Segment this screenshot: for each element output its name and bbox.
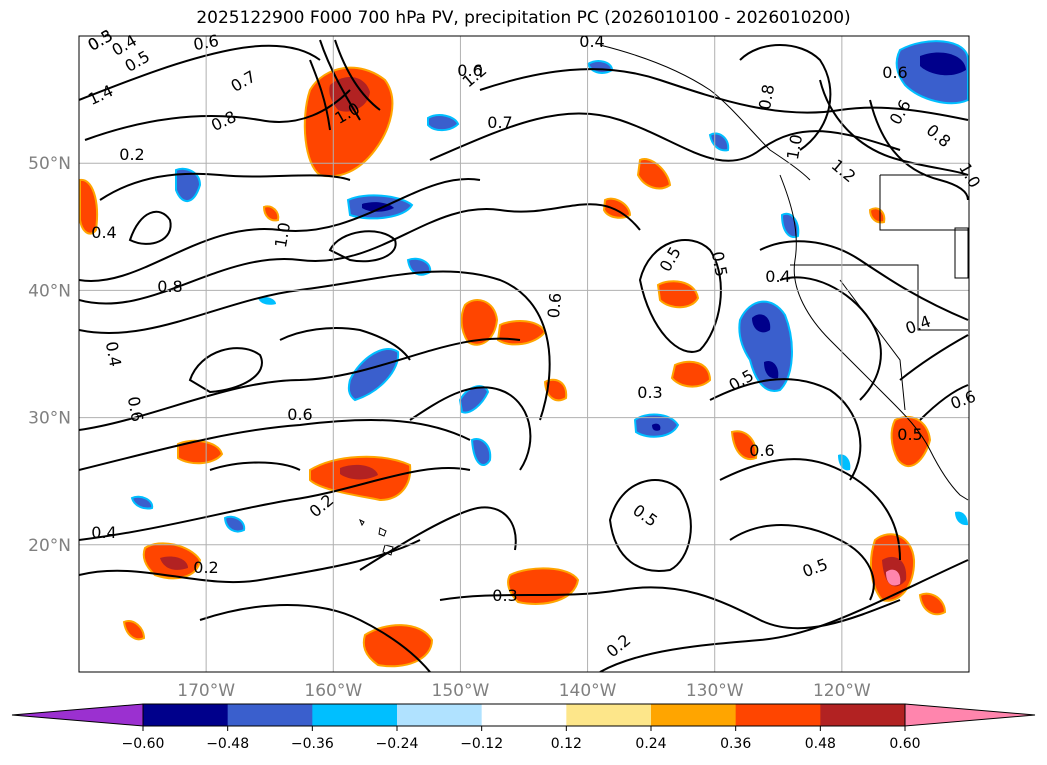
contour-label: 0.4 — [765, 267, 790, 286]
colorbar-tick-label: 0.36 — [720, 736, 751, 752]
precip-blob — [130, 495, 154, 510]
contour-label: 0.6 — [287, 405, 312, 424]
contour-label: 0.4 — [579, 32, 604, 51]
contour-label: 0.8 — [755, 83, 778, 111]
colorbar-segment — [312, 704, 398, 726]
precip-shading — [79, 40, 969, 668]
map-frame — [78, 35, 970, 673]
contour-label: 0.2 — [119, 145, 144, 164]
contour-label: 1.0 — [271, 221, 294, 249]
map-panel — [79, 36, 969, 672]
contour-label: 0.8 — [157, 277, 182, 296]
coastline — [359, 44, 969, 556]
contour-label: 0.4 — [91, 223, 116, 242]
lon-tick-label: 130°W — [686, 681, 744, 701]
precip-blob — [670, 360, 712, 388]
lat-axis-labels: 20°N 30°N 40°N 50°N — [28, 154, 71, 556]
colorbar-tick-label: 0.48 — [805, 736, 836, 752]
precip-blob — [177, 439, 224, 465]
precip-blob — [890, 415, 932, 468]
colorbar-tick-label: 0.60 — [889, 736, 920, 752]
pv-contours — [79, 39, 969, 672]
contour-label: 0.4 — [102, 340, 125, 368]
precip-blob — [955, 511, 968, 526]
colorbar-segment — [481, 704, 567, 726]
precip-blob — [262, 205, 280, 222]
precip-blob — [764, 360, 779, 379]
contour-label: 0.6 — [882, 63, 907, 82]
precip-blob — [470, 438, 492, 466]
precip-blob — [602, 197, 632, 219]
contour-label: 0.2 — [193, 558, 218, 577]
contour-label: 0.3 — [637, 383, 662, 402]
colorbar-tick-label: 0.12 — [551, 736, 582, 752]
lon-tick-label: 160°W — [304, 681, 362, 701]
colorbar-tick-label: −0.48 — [206, 736, 249, 752]
contour-label: 0.6 — [457, 61, 482, 80]
precip-blob — [362, 202, 394, 212]
precip-blob — [838, 454, 851, 471]
precip-blob — [886, 569, 901, 586]
lat-tick-label: 20°N — [28, 536, 71, 556]
precip-blob — [223, 515, 246, 533]
colorbar: −0.60 −0.48 −0.36 −0.24 −0.12 0.12 0.24 0.36 0.4… — [11, 703, 1036, 752]
lat-tick-label: 50°N — [28, 154, 71, 174]
precip-blob — [427, 114, 460, 132]
lon-axis-labels: 170°W 160°W 150°W 140°W 130°W 120°W — [177, 681, 871, 701]
colorbar-frame — [142, 703, 906, 727]
colorbar-tick-label: −0.24 — [376, 736, 419, 752]
lat-tick-label: 30°N — [28, 409, 71, 429]
precip-blob — [752, 314, 771, 333]
contour-label: 0.3 — [492, 586, 517, 605]
contour-label: 0.6 — [124, 395, 147, 423]
precip-blob — [79, 178, 98, 235]
contour-label: 0.7 — [487, 113, 512, 132]
precip-blob — [340, 464, 378, 480]
contour-label: 0.5 — [708, 250, 731, 278]
contour-label: 0.5 — [897, 425, 922, 444]
colorbar-segment — [820, 704, 906, 726]
precip-blob — [730, 430, 758, 460]
precip-blob — [122, 620, 146, 641]
precip-blob — [347, 347, 400, 402]
lon-tick-label: 140°W — [559, 681, 617, 701]
colorbar-extend-min — [11, 703, 144, 727]
contour-label: 0.6 — [192, 31, 220, 54]
lon-tick-label: 170°W — [177, 681, 235, 701]
colorbar-tick-label: −0.60 — [122, 736, 165, 752]
precip-blob — [918, 592, 947, 616]
precip-blob — [303, 66, 394, 178]
precip-blob — [738, 300, 793, 392]
colorbar-segment — [735, 704, 821, 726]
precip-blob — [920, 52, 966, 76]
contour-label: 0.4 — [91, 523, 116, 542]
contour-label: 0.6 — [544, 292, 565, 319]
colorbar-extend-max — [904, 703, 1036, 727]
colorbar-segment — [143, 704, 229, 726]
precip-blob — [652, 423, 661, 431]
lon-tick-label: 120°W — [813, 681, 871, 701]
precip-blob — [258, 296, 276, 305]
colorbar-tick-label: −0.12 — [460, 736, 503, 752]
precip-blob — [160, 556, 188, 570]
precip-blob — [460, 299, 499, 346]
colorbar-segment — [651, 704, 737, 726]
colorbar-tick-label: −0.36 — [291, 736, 334, 752]
precip-blob — [656, 280, 700, 309]
lat-tick-label: 40°N — [28, 281, 71, 301]
precip-blob — [636, 158, 672, 190]
contour-label: 0.6 — [749, 441, 774, 460]
colorbar-tick-label: 0.24 — [635, 736, 666, 752]
colorbar-segment — [397, 704, 483, 726]
contour-label: 1.0 — [783, 133, 806, 161]
precip-blob — [175, 167, 202, 202]
precip-blob — [868, 207, 886, 224]
colorbar-segment — [227, 704, 313, 726]
colorbar-segment — [566, 704, 652, 726]
map-title: 2025122900 F000 700 hPa PV, precipitatio… — [196, 8, 851, 28]
gridlines — [79, 36, 969, 672]
lon-tick-label: 150°W — [432, 681, 490, 701]
